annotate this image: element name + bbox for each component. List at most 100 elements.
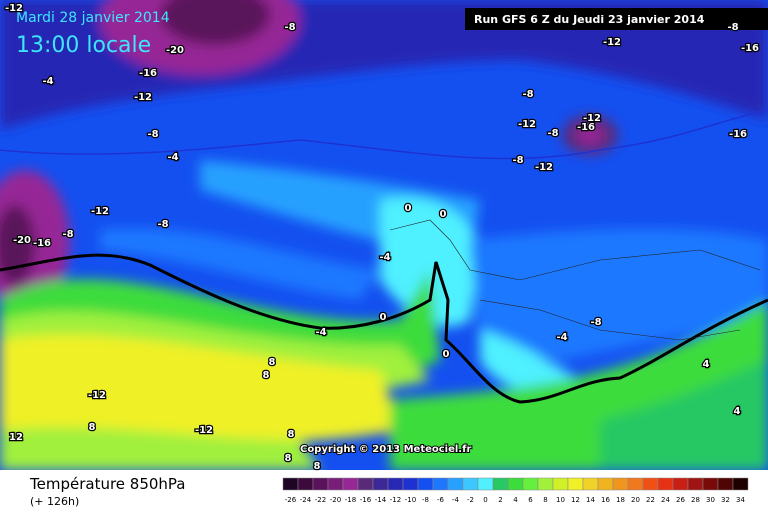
colorbar-label: 32 xyxy=(721,496,730,504)
contour-label: -16 xyxy=(139,68,157,79)
contour-label: -12 xyxy=(88,390,106,401)
colorbar-swatch xyxy=(507,477,524,491)
colorbar-label: -20 xyxy=(330,496,341,504)
colorbar-swatch xyxy=(462,477,479,491)
colorbar-swatch xyxy=(582,477,599,491)
contour-label: -16 xyxy=(729,129,747,140)
colorbar-swatch xyxy=(327,477,344,491)
colorbar-label: -10 xyxy=(405,496,416,504)
contour-label: 8 xyxy=(314,461,321,472)
contour-label: -8 xyxy=(62,229,73,240)
contour-label: -8 xyxy=(157,219,168,230)
contour-label: 0 xyxy=(405,203,412,214)
colorbar-swatch xyxy=(282,477,299,491)
contour-label: -8 xyxy=(547,128,558,139)
contour-label: -12 xyxy=(134,92,152,103)
colorbar-label: 0 xyxy=(483,496,487,504)
contour-label: -12 xyxy=(535,162,553,173)
contour-label: -12 xyxy=(583,113,601,124)
run-banner xyxy=(465,8,768,30)
run-info: Run GFS 6 Z du Jeudi 23 janvier 2014 xyxy=(474,13,705,26)
colorbar-label: -6 xyxy=(437,496,445,504)
colorbar-label: 16 xyxy=(601,496,610,504)
local-time: 13:00 locale xyxy=(16,33,151,58)
colorbar-swatch xyxy=(357,477,374,491)
colorbar-label: 26 xyxy=(676,496,685,504)
colorbar-swatch xyxy=(612,477,629,491)
colorbar-label: -18 xyxy=(345,496,356,504)
colorbar-label: 4 xyxy=(513,496,518,504)
copyright: Copyright © 2013 Meteociel.fr xyxy=(300,444,471,455)
colorbar-swatch xyxy=(387,477,404,491)
colorbar-swatch xyxy=(537,477,554,491)
colorbar-swatch xyxy=(552,477,569,491)
colorbar-label: 28 xyxy=(691,496,700,504)
colorbar-swatch xyxy=(567,477,584,491)
colorbar-swatch xyxy=(342,477,359,491)
colorbar-swatch xyxy=(717,477,734,491)
contour-label: -8 xyxy=(512,155,523,166)
valid-date: Mardi 28 janvier 2014 xyxy=(16,10,170,26)
contour-label: -20 xyxy=(13,235,31,246)
contour-label: 8 xyxy=(263,370,270,381)
colorbar-label: -8 xyxy=(422,496,429,504)
contour-label: 0 xyxy=(380,312,387,323)
colorbar-swatch xyxy=(732,477,749,491)
colorbar-label: 34 xyxy=(736,496,745,504)
temperature-field xyxy=(0,0,768,470)
contour-label: 8 xyxy=(288,429,295,440)
contour-label: -8 xyxy=(727,22,738,33)
colorbar-swatch xyxy=(687,477,704,491)
colorbar-label: 6 xyxy=(528,496,533,504)
contour-label: -16 xyxy=(33,238,51,249)
colorbar-label: 12 xyxy=(571,496,580,504)
colorbar-swatch xyxy=(297,477,314,491)
contour-label: 8 xyxy=(285,453,292,464)
colorbar-label: -14 xyxy=(375,496,387,504)
contour-label: -4 xyxy=(315,327,326,338)
colorbar-swatch xyxy=(627,477,644,491)
colorbar-label: -2 xyxy=(467,496,474,504)
colorbar-swatch xyxy=(312,477,329,491)
contour-label: -16 xyxy=(741,43,759,54)
colorbar-label: -26 xyxy=(285,496,297,504)
contour-label: -12 xyxy=(518,119,536,130)
colorbar-label: 10 xyxy=(556,496,565,504)
contour-label: -8 xyxy=(147,129,158,140)
contour-label: -4 xyxy=(42,76,53,87)
field-title: Température 850hPa xyxy=(29,475,186,493)
colorbar-label: 14 xyxy=(586,496,595,504)
contour-labels: -12-8-20-12-16-4-12 -8-12-8-12-16-16-8-4-… xyxy=(4,2,761,474)
colorbar-swatch xyxy=(702,477,719,491)
contour-label: -12 xyxy=(5,3,23,14)
colorbar-label: 18 xyxy=(616,496,625,504)
colorbar-swatch xyxy=(477,477,494,491)
forecast-lead: (+ 126h) xyxy=(30,495,79,508)
colorbar-label: -22 xyxy=(315,496,326,504)
contour-label: -12 xyxy=(603,37,621,48)
colorbar-label: -16 xyxy=(360,496,372,504)
contour-label: 0 xyxy=(443,349,450,360)
colorbar-swatch xyxy=(492,477,509,491)
colorbar-label: 8 xyxy=(543,496,547,504)
contour-label: 0 xyxy=(440,209,447,220)
colorbar-swatch xyxy=(447,477,464,491)
colorbar: -26 -24 -22 -20 -18 -16 -14 -12 -10 -8 -6 -4 -2 0 2 4 6 8… xyxy=(282,477,749,504)
colorbar-label: 24 xyxy=(661,496,670,504)
colorbar-swatch xyxy=(522,477,539,491)
contour-label: 8 xyxy=(269,357,276,368)
colorbar-label: -4 xyxy=(452,496,460,504)
contour-label: 8 xyxy=(89,422,96,433)
contour-label: -8 xyxy=(284,22,295,33)
contour-label: -4 xyxy=(556,332,567,343)
colorbar-swatch xyxy=(402,477,419,491)
contour-label: 4 xyxy=(734,406,741,417)
contour-label: 4 xyxy=(703,359,710,370)
colorbar-swatch xyxy=(672,477,689,491)
colorbar-swatch xyxy=(657,477,674,491)
contour-label: -8 xyxy=(590,317,601,328)
colorbar-label: 2 xyxy=(498,496,502,504)
colorbar-label: -12 xyxy=(390,496,401,504)
